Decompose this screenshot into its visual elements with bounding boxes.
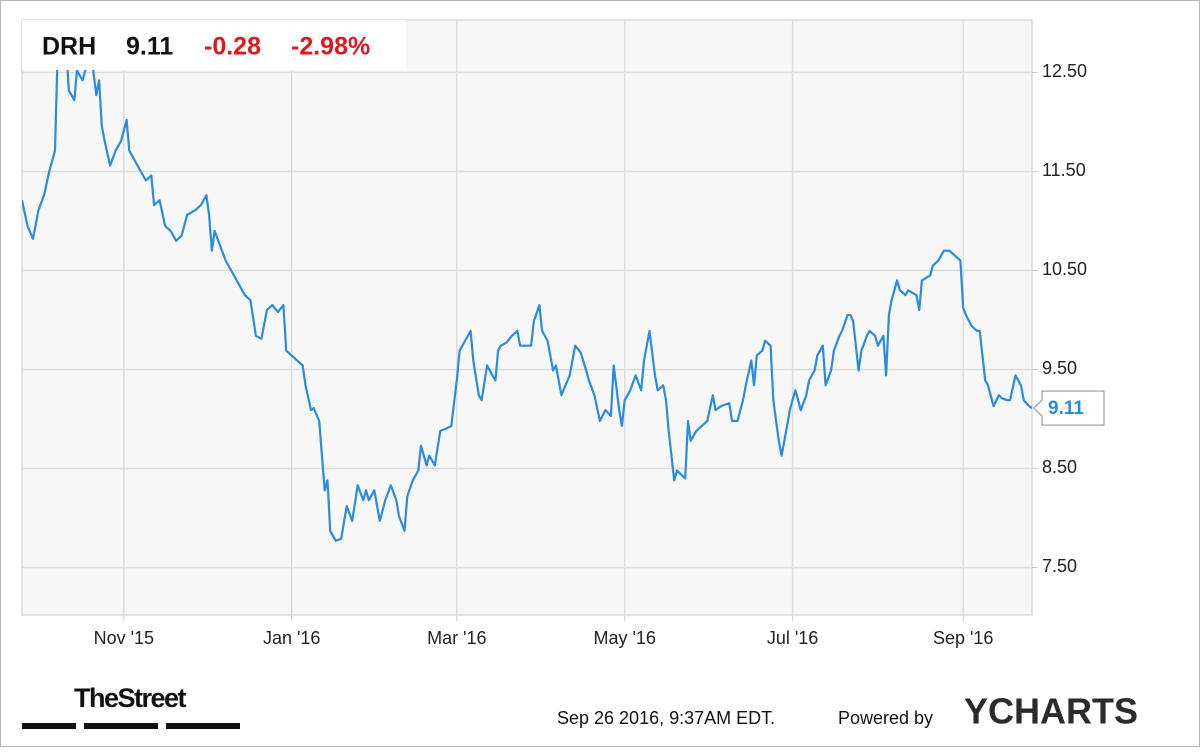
price-line [22, 41, 1032, 542]
powered-by: Powered by [838, 708, 933, 728]
header-box [22, 20, 406, 70]
series-layer [22, 41, 1032, 542]
x-tick-label: May '16 [593, 628, 655, 648]
grid: 7.50 8.50 9.50 10.50 11.50 12.50 Nov '15 Jan '1… [22, 20, 1087, 648]
y-tick-label: 9.50 [1042, 358, 1077, 378]
y-tick-label: 7.50 [1042, 556, 1077, 576]
x-tick-label: Sep '16 [933, 628, 994, 648]
y-tick-label: 12.50 [1042, 61, 1087, 81]
last-value-box [1033, 390, 1105, 426]
price: 9.11 [126, 33, 173, 61]
x-tick-label: Jan '16 [263, 628, 320, 648]
y-tick-label: 10.50 [1042, 259, 1087, 279]
brand-logo: YCHARTS [964, 691, 1138, 732]
logo-bar [22, 723, 76, 729]
change-percent: -2.98% [291, 33, 370, 61]
ticker: DRH [42, 33, 96, 61]
y-tick-label: 11.50 [1042, 160, 1086, 180]
last-value-label: 9.11 [1048, 398, 1084, 419]
x-tick-label: Nov '15 [94, 628, 154, 648]
x-tick-label: Mar '16 [427, 628, 486, 648]
logo-bar [166, 723, 240, 729]
plot-area [21, 19, 1033, 616]
y-tick-label: 8.50 [1042, 457, 1077, 477]
change: -0.28 [204, 33, 261, 61]
publisher-logo: TheStreet [74, 683, 187, 713]
x-tick-label: Jul '16 [767, 628, 818, 648]
logo-bar [84, 723, 158, 729]
timestamp: Sep 26 2016, 9:37AM EDT. [557, 708, 775, 728]
